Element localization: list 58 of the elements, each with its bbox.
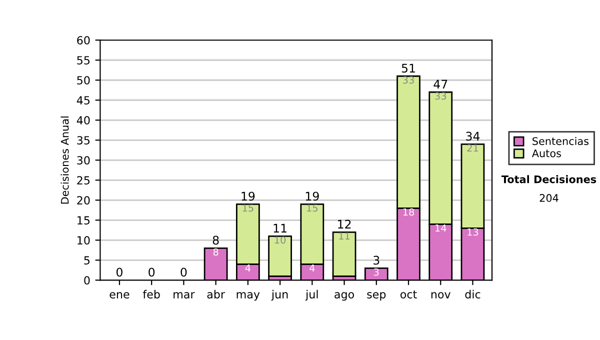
y-tick-label: 20 bbox=[77, 196, 90, 205]
total-label: 19 bbox=[306, 192, 319, 201]
data-label: 21 bbox=[467, 144, 478, 152]
total-label: 51 bbox=[402, 64, 415, 73]
text: Total Decisiones bbox=[501, 175, 596, 184]
x-tick-label: abr bbox=[207, 290, 226, 298]
x-tick-label: dic bbox=[465, 290, 480, 298]
y-tick-label: 40 bbox=[76, 116, 90, 125]
data-label: 4 bbox=[310, 264, 315, 272]
y-tick-label: 35 bbox=[77, 136, 90, 145]
total-label: 34 bbox=[466, 132, 480, 141]
y-tick-label: 15 bbox=[78, 216, 90, 225]
total-label: 11 bbox=[274, 224, 286, 232]
x-tick-label: ago bbox=[334, 292, 354, 301]
y-tick-label: 60 bbox=[77, 36, 90, 44]
x-tick-label: feb bbox=[142, 290, 160, 298]
legend-label: Sentencias bbox=[532, 137, 589, 146]
y-tick-label: 55 bbox=[77, 56, 90, 65]
x-tick-label: may bbox=[236, 292, 260, 301]
total-label: 8 bbox=[212, 236, 219, 245]
x-tick-label: nov bbox=[431, 292, 450, 298]
y-tick-label: 10 bbox=[78, 236, 90, 245]
data-label: 10 bbox=[274, 236, 286, 244]
total-label: 0 bbox=[180, 268, 187, 277]
x-tick-label: jun bbox=[271, 290, 288, 301]
data-label: 4 bbox=[245, 264, 250, 272]
x-tick-label: jul bbox=[305, 290, 318, 301]
data-label: 8 bbox=[213, 248, 218, 256]
y-tick-label: 45 bbox=[76, 96, 90, 105]
total-label: 0 bbox=[148, 268, 155, 277]
y-tick-label: 0 bbox=[84, 276, 90, 285]
y-tick-label: 25 bbox=[77, 176, 90, 185]
y-axis-title: Decisiones Anual bbox=[60, 116, 69, 204]
x-tick-label: oct bbox=[400, 290, 417, 298]
data-label: 33 bbox=[435, 92, 446, 100]
y-tick-label: 50 bbox=[77, 76, 90, 85]
data-label: 18 bbox=[403, 208, 414, 216]
total-label: 0 bbox=[116, 268, 122, 277]
total-label: 19 bbox=[242, 192, 255, 201]
data-label: 3 bbox=[374, 268, 379, 276]
total-label: 12 bbox=[338, 220, 351, 228]
legend-label: Autos bbox=[532, 150, 561, 158]
data-label: 33 bbox=[403, 76, 414, 84]
total-label: 47 bbox=[434, 80, 448, 88]
text: 204 bbox=[540, 194, 558, 202]
x-tick-label: sep bbox=[367, 292, 386, 301]
data-label: 15 bbox=[307, 204, 318, 212]
data-label: 14 bbox=[436, 224, 446, 232]
total-label: 3 bbox=[374, 256, 380, 265]
bar bbox=[332, 231, 356, 277]
y-tick-label: 30 bbox=[77, 156, 90, 165]
x-tick-label: mar bbox=[174, 292, 195, 298]
bar bbox=[268, 235, 292, 277]
data-label: 15 bbox=[242, 204, 254, 212]
x-tick-label: ene bbox=[110, 292, 130, 298]
data-label: 13 bbox=[468, 228, 478, 236]
data-label: 11 bbox=[339, 232, 350, 240]
y-tick-label: 5 bbox=[84, 256, 90, 265]
